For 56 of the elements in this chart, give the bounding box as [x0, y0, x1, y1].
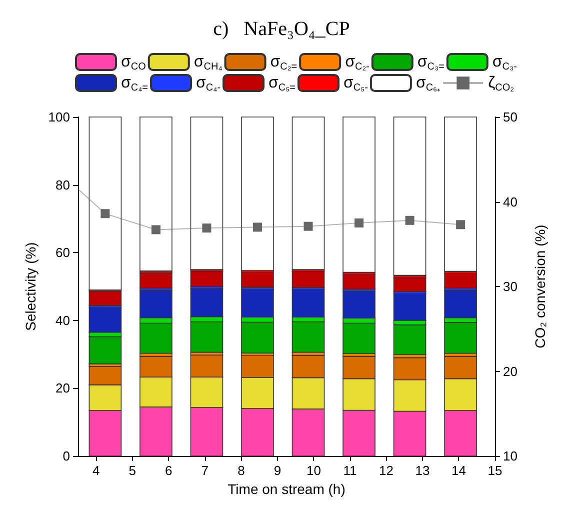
y-tick-label: 20: [56, 380, 70, 396]
point: [456, 220, 466, 230]
bar: [140, 272, 172, 288]
bar: [393, 293, 426, 321]
x-tick-label: 14: [452, 463, 466, 478]
y-tick-label: 100: [48, 110, 70, 124]
x-tick-label: 13: [415, 463, 430, 478]
y-tick-label: 40: [56, 312, 70, 328]
bar: [292, 116, 325, 270]
bar: [241, 322, 274, 354]
x-tick-label: 15: [488, 463, 502, 478]
chart-title: c) NaFe₃O₄_CP: [213, 18, 350, 40]
y2-tick-label: 40: [503, 194, 518, 210]
y2-tick-label: 30: [503, 279, 518, 294]
bar: [444, 322, 477, 354]
bar: [88, 307, 122, 333]
bar: [292, 321, 325, 353]
y-tick-label: 60: [56, 245, 70, 260]
y2-tick-label: 50: [503, 110, 518, 124]
bar: [292, 271, 325, 288]
point: [405, 216, 414, 225]
x-tick-label: 4: [92, 463, 100, 478]
y2-axis-title: CO₂ conversion (%): [532, 224, 548, 348]
bar: [393, 116, 426, 276]
bar: [190, 321, 224, 353]
bar: [393, 277, 426, 292]
x-axis-title: Time on stream (h): [228, 481, 346, 497]
bar: [140, 116, 172, 272]
x-tick-label: 10: [306, 463, 321, 478]
x-tick-label: 7: [201, 463, 209, 478]
y-tick-label: 80: [56, 177, 70, 192]
x-tick-label: 12: [378, 463, 394, 478]
y2-tick-label: 10: [503, 448, 518, 464]
x-tick-label: 6: [165, 463, 172, 478]
bar: [444, 116, 477, 272]
bar: [444, 273, 477, 288]
point: [202, 224, 212, 233]
y-tick-label: 0: [62, 448, 70, 464]
point: [100, 209, 110, 218]
bar: [241, 272, 274, 288]
x-tick-label: 9: [274, 463, 282, 478]
bar: [342, 274, 376, 290]
x-tick-label: 11: [343, 463, 357, 478]
point: [354, 218, 364, 228]
bar: [88, 336, 122, 364]
bar: [393, 324, 426, 356]
point: [252, 222, 262, 232]
bar: [342, 116, 376, 273]
bar: [241, 116, 274, 271]
x-tick-label: 8: [238, 463, 245, 478]
y-axis-title: Selectivity (%): [22, 242, 38, 331]
point: [151, 225, 160, 234]
bar: [342, 322, 376, 354]
y2-tick-label: 20: [503, 364, 518, 379]
point: [304, 222, 313, 231]
x-tick-label: 5: [128, 463, 136, 478]
